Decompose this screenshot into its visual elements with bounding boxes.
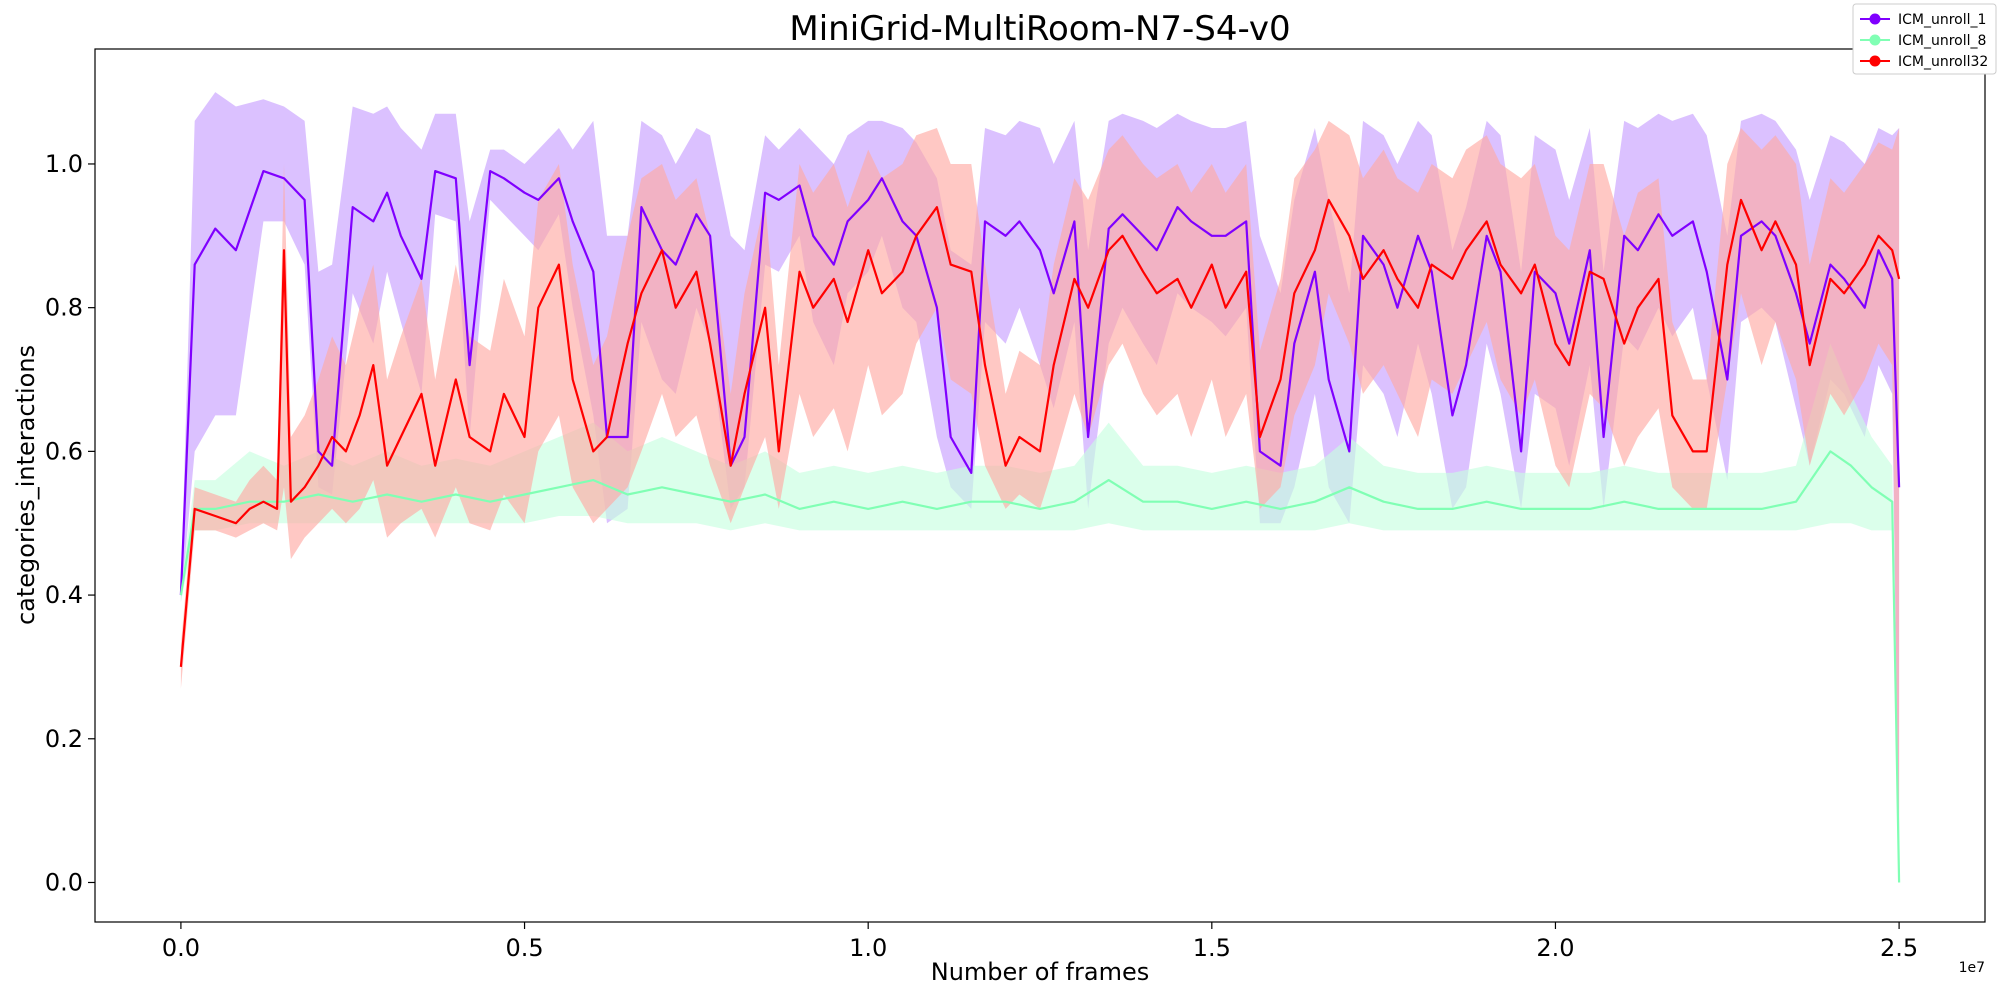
x-tick-label: 1.5 bbox=[1193, 934, 1231, 962]
y-tick-label: 1.0 bbox=[45, 150, 83, 178]
confidence-bands bbox=[180, 92, 1900, 883]
legend-label-3: ICM_unroll32 bbox=[1898, 54, 1988, 70]
legend-marker-2 bbox=[1869, 34, 1881, 46]
x-tick-label: 1.0 bbox=[849, 934, 887, 962]
line-series-1 bbox=[179, 170, 1901, 596]
plot-area bbox=[179, 92, 1901, 883]
legend-marker-3 bbox=[1869, 55, 1881, 67]
x-tick-label: 2.0 bbox=[1536, 934, 1574, 962]
legend-box bbox=[1852, 3, 1997, 75]
y-tick-label: 0.2 bbox=[45, 725, 83, 753]
plot-frame bbox=[94, 48, 1986, 923]
x-axis: 0.0 0.5 1.0 1.5 2.0 2.5 bbox=[162, 922, 1918, 962]
legend-label-1: ICM_unroll_1 bbox=[1898, 12, 1986, 28]
y-tick-label: 0.4 bbox=[45, 581, 83, 609]
y-tick-label: 0.0 bbox=[45, 868, 83, 896]
x-axis-label: Number of frames bbox=[931, 958, 1149, 986]
x-tick-label: 2.5 bbox=[1880, 934, 1918, 962]
band-series-3 bbox=[180, 120, 1900, 883]
series-lines bbox=[179, 170, 1901, 883]
y-axis-label: categories_interactions bbox=[12, 345, 40, 625]
chart-title: MiniGrid-MultiRoom-N7-S4-v0 bbox=[789, 9, 1290, 49]
legend-marker-1 bbox=[1869, 13, 1881, 25]
x-tick-label: 0.5 bbox=[505, 934, 543, 962]
line-series-3 bbox=[179, 198, 1901, 667]
y-tick-label: 0.6 bbox=[45, 437, 83, 465]
legend-label-2: ICM_unroll_8 bbox=[1898, 33, 1986, 49]
y-tick-label: 0.8 bbox=[45, 294, 83, 322]
legend: ICM_unroll_1 ICM_unroll_8 ICM_unroll32 bbox=[1852, 3, 1997, 75]
line-series-2 bbox=[179, 450, 1901, 883]
y-axis: 0.0 0.2 0.4 0.6 0.8 1.0 bbox=[45, 150, 95, 896]
x-axis-offset-label: 1e7 bbox=[1959, 960, 1985, 976]
x-tick-label: 0.0 bbox=[162, 934, 200, 962]
